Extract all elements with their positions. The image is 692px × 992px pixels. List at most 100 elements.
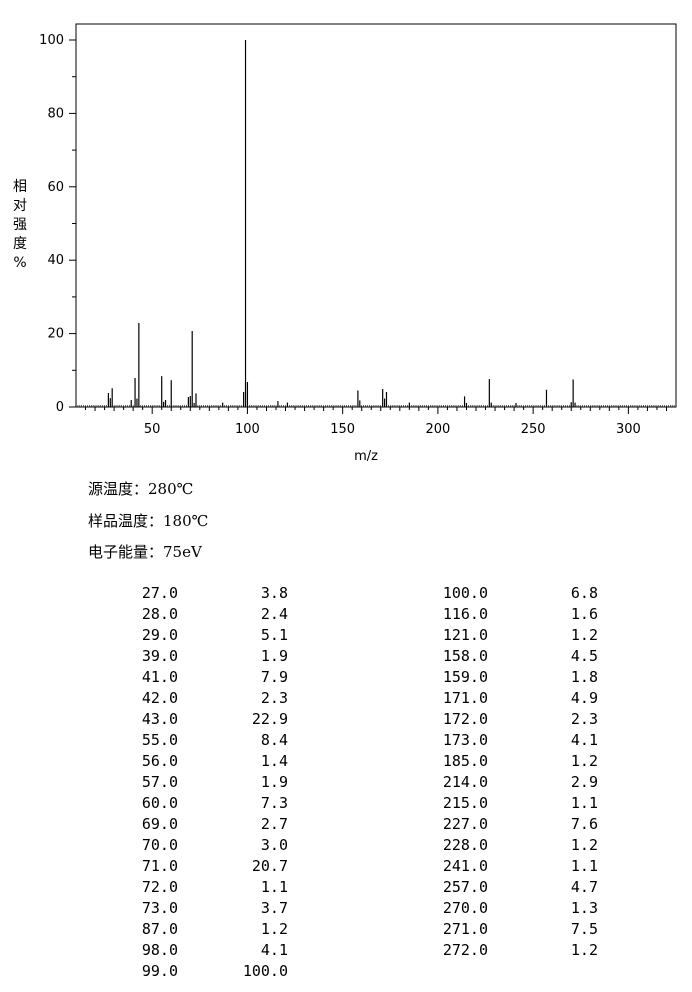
abundance-value: 4.7 bbox=[570, 878, 598, 896]
y-tick-label: 40 bbox=[47, 253, 64, 268]
x-tick-label: 200 bbox=[425, 422, 450, 437]
x-axis-label: m/z bbox=[354, 449, 378, 464]
abundance-value: 7.3 bbox=[260, 794, 288, 812]
y-axis-label-char: 强 bbox=[13, 217, 27, 233]
mz-value: 99.0 bbox=[141, 962, 178, 980]
abundance-value: 3.0 bbox=[260, 836, 288, 854]
mz-value: 98.0 bbox=[141, 941, 178, 959]
mz-value: 227.0 bbox=[442, 815, 488, 833]
mz-value: 69.0 bbox=[141, 815, 178, 833]
x-tick-label: 250 bbox=[521, 422, 546, 437]
x-tick-label: 50 bbox=[144, 422, 161, 437]
mz-value: 39.0 bbox=[141, 647, 178, 665]
mz-value: 257.0 bbox=[442, 878, 488, 896]
abundance-value: 1.3 bbox=[570, 899, 598, 917]
mz-value: 172.0 bbox=[442, 710, 488, 728]
mz-value: 173.0 bbox=[442, 731, 488, 749]
mz-value: 28.0 bbox=[141, 605, 178, 623]
source-temperature: 源温度：280℃ bbox=[88, 480, 194, 498]
abundance-value: 7.9 bbox=[260, 668, 288, 686]
mz-value: 71.0 bbox=[141, 857, 178, 875]
mz-value: 228.0 bbox=[442, 836, 488, 854]
mz-value: 121.0 bbox=[442, 626, 488, 644]
mz-value: 214.0 bbox=[442, 773, 488, 791]
abundance-value: 2.3 bbox=[570, 710, 598, 728]
abundance-value: 1.2 bbox=[260, 920, 288, 938]
peak-table-right-abundance: 6.8 1.6 1.2 4.5 1.8 4.9 2.3 4.1 1.2 2.9 1.1 7.6 1.2 1… bbox=[530, 583, 598, 961]
mz-value: 27.0 bbox=[141, 584, 178, 602]
abundance-value: 3.7 bbox=[260, 899, 288, 917]
mz-value: 43.0 bbox=[141, 710, 178, 728]
mz-value: 270.0 bbox=[442, 899, 488, 917]
abundance-value: 8.4 bbox=[260, 731, 288, 749]
y-tick-label: 100 bbox=[39, 33, 64, 48]
mz-value: 57.0 bbox=[141, 773, 178, 791]
abundance-value: 7.5 bbox=[570, 920, 598, 938]
mass-spectrum-chart: 0 20 40 60 80 100 50 100 150 200 250 300 m/z bbox=[39, 23, 677, 464]
abundance-value: 1.2 bbox=[570, 941, 598, 959]
mz-value: 87.0 bbox=[141, 920, 178, 938]
mz-value: 171.0 bbox=[442, 689, 488, 707]
abundance-value: 5.1 bbox=[260, 626, 288, 644]
y-tick-label: 20 bbox=[47, 327, 64, 342]
abundance-value: 1.4 bbox=[260, 752, 288, 770]
abundance-value: 4.1 bbox=[260, 941, 288, 959]
mz-value: 185.0 bbox=[442, 752, 488, 770]
y-tick-label: 60 bbox=[47, 180, 64, 195]
abundance-value: 100.0 bbox=[242, 962, 288, 980]
mz-value: 56.0 bbox=[141, 752, 178, 770]
mz-value: 42.0 bbox=[141, 689, 178, 707]
abundance-value: 1.2 bbox=[570, 626, 598, 644]
abundance-value: 1.8 bbox=[570, 668, 598, 686]
y-tick-label: 0 bbox=[56, 400, 64, 415]
sample-temperature: 样品温度：180℃ bbox=[88, 512, 209, 530]
abundance-value: 1.9 bbox=[260, 647, 288, 665]
y-axis-label-char: 度 bbox=[13, 236, 27, 252]
x-tick-label: 100 bbox=[235, 422, 260, 437]
mz-value: 271.0 bbox=[442, 920, 488, 938]
mz-value: 72.0 bbox=[141, 878, 178, 896]
mz-value: 55.0 bbox=[141, 731, 178, 749]
abundance-value: 1.6 bbox=[570, 605, 598, 623]
mz-value: 41.0 bbox=[141, 668, 178, 686]
abundance-value: 1.9 bbox=[260, 773, 288, 791]
mz-value: 241.0 bbox=[442, 857, 488, 875]
abundance-value: 20.7 bbox=[251, 857, 288, 875]
abundance-value: 4.5 bbox=[570, 647, 598, 665]
abundance-value: 2.9 bbox=[570, 773, 598, 791]
plot-frame bbox=[75, 23, 677, 408]
mz-value: 159.0 bbox=[442, 668, 488, 686]
electron-energy: 电子能量：75eV bbox=[88, 543, 202, 561]
abundance-value: 2.4 bbox=[260, 605, 288, 623]
y-axis-label-char: 对 bbox=[13, 198, 27, 214]
mz-value: 100.0 bbox=[442, 584, 488, 602]
mz-value: 116.0 bbox=[442, 605, 488, 623]
abundance-value: 1.2 bbox=[570, 752, 598, 770]
x-tick-label: 150 bbox=[330, 422, 355, 437]
abundance-value: 4.9 bbox=[570, 689, 598, 707]
abundance-value: 2.7 bbox=[260, 815, 288, 833]
mz-value: 73.0 bbox=[141, 899, 178, 917]
mz-value: 29.0 bbox=[141, 626, 178, 644]
mz-value: 272.0 bbox=[442, 941, 488, 959]
mz-value: 70.0 bbox=[141, 836, 178, 854]
abundance-value: 6.8 bbox=[570, 584, 598, 602]
abundance-value: 4.1 bbox=[570, 731, 598, 749]
abundance-value: 3.8 bbox=[260, 584, 288, 602]
mz-value: 60.0 bbox=[141, 794, 178, 812]
peak-table-right-mz: 100.0 116.0 121.0 158.0 159.0 171.0 172.0 173.0… bbox=[410, 583, 488, 961]
abundance-value: 2.3 bbox=[260, 689, 288, 707]
y-axis-label: 相 对 强 度 % bbox=[10, 178, 30, 273]
mz-value: 215.0 bbox=[442, 794, 488, 812]
peak-table-left-abundance: 3.8 2.4 5.1 1.9 7.9 2.3 22.9 8.4 1.4 1.9 7.3 2.7 3.0… bbox=[220, 583, 288, 982]
abundance-value: 22.9 bbox=[251, 710, 288, 728]
mz-value: 158.0 bbox=[442, 647, 488, 665]
abundance-value: 7.6 bbox=[570, 815, 598, 833]
peak-table-left-mz: 27.0 28.0 29.0 39.0 41.0 42.0 43.0 55.0 56.0 57.0… bbox=[110, 583, 178, 982]
abundance-value: 1.1 bbox=[260, 878, 288, 896]
abundance-value: 1.1 bbox=[570, 794, 598, 812]
abundance-value: 1.2 bbox=[570, 836, 598, 854]
y-tick-label: 80 bbox=[47, 106, 64, 121]
y-axis-label-char: % bbox=[13, 255, 27, 271]
y-axis-label-char: 相 bbox=[13, 179, 27, 195]
